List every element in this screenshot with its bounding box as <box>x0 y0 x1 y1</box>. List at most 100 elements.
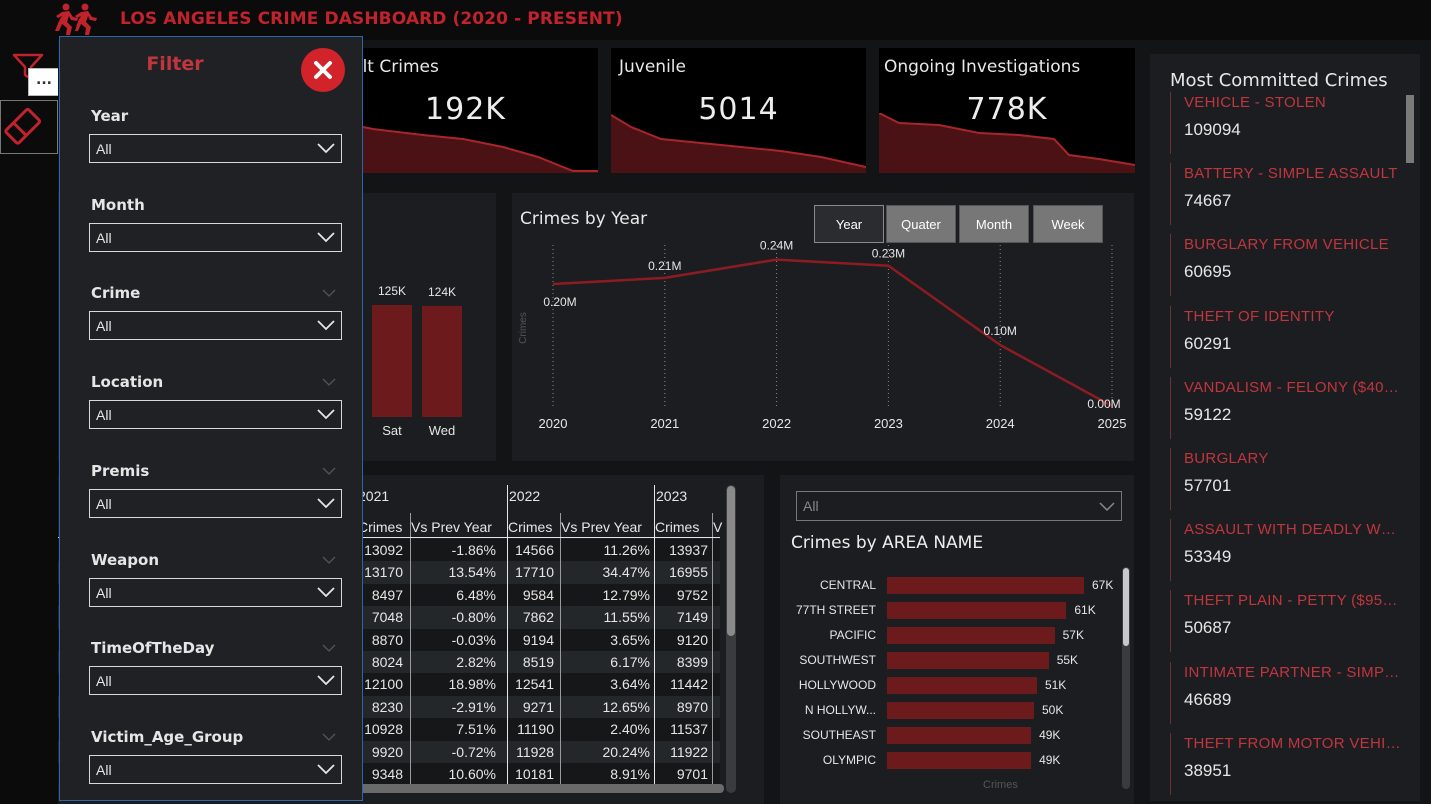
list-item[interactable]: ASSAULT WITH DEADLY WEAP... 53349 <box>1170 519 1406 582</box>
collapse-chevron-icon[interactable] <box>322 555 336 565</box>
area-bar[interactable] <box>887 727 1032 744</box>
year-granularity-button[interactable]: Year <box>814 205 884 243</box>
filter-dropdown-location[interactable]: All <box>89 400 342 430</box>
crime-name: BATTERY - SIMPLE ASSAULT <box>1184 165 1398 183</box>
chevron-down-icon <box>317 764 335 775</box>
filter-dropdown-crime[interactable]: All <box>89 311 342 341</box>
filter-dropdown-victim-age-group[interactable]: All <box>89 754 342 784</box>
year-header: 2022 <box>509 488 541 504</box>
crime-name: BURGLARY <box>1184 450 1269 467</box>
list-item[interactable]: THEFT FROM MOTOR VEHICLE ... 38951 <box>1170 732 1406 795</box>
table-cell: 11922 <box>670 743 708 760</box>
area-dropdown[interactable]: All <box>796 491 1122 521</box>
data-label: 0.10M <box>984 324 1017 338</box>
month-granularity-button[interactable]: Month <box>959 205 1029 243</box>
list-item[interactable]: BATTERY - SIMPLE ASSAULT 74667 <box>1170 163 1402 226</box>
table-horizontal-scrollbar[interactable] <box>358 784 724 793</box>
close-icon <box>314 61 332 79</box>
year-header: 2021 <box>358 488 390 504</box>
data-label: 0.23M <box>872 247 905 261</box>
crime-name: THEFT OF IDENTITY <box>1184 307 1335 325</box>
scrollbar-thumb[interactable] <box>727 486 735 636</box>
area-bar[interactable] <box>887 702 1034 719</box>
column-separator <box>560 513 561 785</box>
area-category-label: SOUTHEAST <box>802 728 876 742</box>
eraser-icon <box>4 107 42 145</box>
close-filter-button[interactable] <box>301 48 345 92</box>
area-bar[interactable] <box>887 677 1037 694</box>
crime-count: 74667 <box>1184 191 1232 211</box>
chevron-down-icon <box>317 498 335 509</box>
quarter-granularity-button[interactable]: Quater <box>886 205 956 243</box>
table-cell: -2.91% <box>451 698 496 715</box>
area-bar[interactable] <box>887 627 1055 644</box>
table-cell: 3.64% <box>610 676 650 693</box>
list-item[interactable]: THEFT OF IDENTITY 60291 <box>1170 305 1402 368</box>
crime-count: 57701 <box>1184 476 1232 495</box>
dropdown-value: All <box>96 673 112 690</box>
area-category-label: OLYMPIC <box>822 753 876 767</box>
scrollbar-thumb[interactable] <box>1123 568 1129 646</box>
day-bar[interactable] <box>422 305 462 417</box>
filter-dropdown-month[interactable]: All <box>89 222 342 252</box>
series-line[interactable] <box>552 258 1113 408</box>
filter-dropdown-year[interactable]: All <box>89 134 342 163</box>
list-item[interactable]: BURGLARY FROM VEHICLE 60695 <box>1170 234 1402 297</box>
week-granularity-button[interactable]: Week <box>1033 205 1103 243</box>
list-item[interactable]: INTIMATE PARTNER - SIMPLE ... 46689 <box>1170 661 1406 724</box>
collapse-chevron-icon[interactable] <box>322 643 336 653</box>
table-cell: 13092 <box>364 542 403 558</box>
kpi-sparkline <box>879 113 1135 173</box>
area-bar[interactable] <box>887 752 1032 769</box>
kpi-adult-crimes[interactable]: dult Crimes 192K <box>333 48 598 173</box>
column-separator <box>654 485 655 785</box>
more-options-button[interactable]: ... <box>28 68 60 96</box>
chevron-down-icon <box>317 675 335 686</box>
crime-name: ASSAULT WITH DEADLY WEAP... <box>1184 521 1406 539</box>
area-category-label: HOLLYWOOD <box>798 678 876 692</box>
list-item[interactable]: THEFT PLAIN - PETTY ($950 & ... 50687 <box>1170 590 1406 653</box>
crime-name: THEFT FROM MOTOR VEHICLE ... <box>1184 734 1406 752</box>
area-bar[interactable] <box>887 602 1067 619</box>
column-separator <box>712 513 713 785</box>
filter-dropdown-timeoftheday[interactable]: All <box>89 666 342 696</box>
list-item[interactable]: BURGLARY 57701 <box>1170 448 1402 510</box>
crime-name: BURGLARY FROM VEHICLE <box>1184 236 1389 254</box>
kpi-juvenile[interactable]: Juvenile 5014 <box>611 48 866 173</box>
y-axis-label: Crimes <box>518 312 529 344</box>
kpi-sparkline <box>611 114 866 173</box>
area-bar[interactable] <box>887 652 1049 669</box>
list-item[interactable]: VANDALISM - FELONY ($400 & ... 59122 <box>1170 376 1406 439</box>
kpi-ongoing-investigations[interactable]: Ongoing Investigations 778K <box>879 48 1135 173</box>
dropdown-value: All <box>96 141 112 157</box>
table-cell: 2.82% <box>456 654 496 670</box>
table-cell: 11190 <box>517 721 554 738</box>
table-vertical-scrollbar[interactable] <box>726 485 736 793</box>
clear-filters-button[interactable] <box>0 100 58 154</box>
filter-label-month: Month <box>91 195 145 214</box>
list-item[interactable]: VEHICLE - STOLEN 109094 <box>1170 92 1402 154</box>
table-cell: 16955 <box>669 564 708 581</box>
day-bar[interactable] <box>372 305 412 417</box>
crimes-by-year-panel: Crimes by Year Year Quater Month Week 20… <box>512 193 1134 461</box>
collapse-chevron-icon[interactable] <box>322 732 336 742</box>
area-category-label: SOUTHWEST <box>799 653 876 667</box>
collapse-chevron-icon[interactable] <box>322 466 336 476</box>
area-category-label: 77TH STREET <box>795 603 876 617</box>
data-label: 0.00M <box>1087 397 1120 411</box>
x-tick-label: 2024 <box>986 416 1015 431</box>
area-chart-scrollbar[interactable] <box>1122 567 1130 789</box>
kpi-title: Juvenile <box>619 57 686 77</box>
crime-count: 109094 <box>1184 120 1241 139</box>
data-label: 0.24M <box>760 239 793 253</box>
crime-count: 53349 <box>1184 547 1232 567</box>
collapse-chevron-icon[interactable] <box>322 288 336 298</box>
list-scrollbar-thumb[interactable] <box>1406 95 1414 163</box>
filter-dropdown-premis[interactable]: All <box>89 488 342 518</box>
column-header: Crimes <box>655 519 700 535</box>
area-bar[interactable] <box>887 577 1084 594</box>
table-cell: 9194 <box>522 631 554 648</box>
filter-dropdown-weapon[interactable]: All <box>89 577 342 607</box>
table-cell: 9120 <box>676 631 708 648</box>
collapse-chevron-icon[interactable] <box>322 377 336 387</box>
